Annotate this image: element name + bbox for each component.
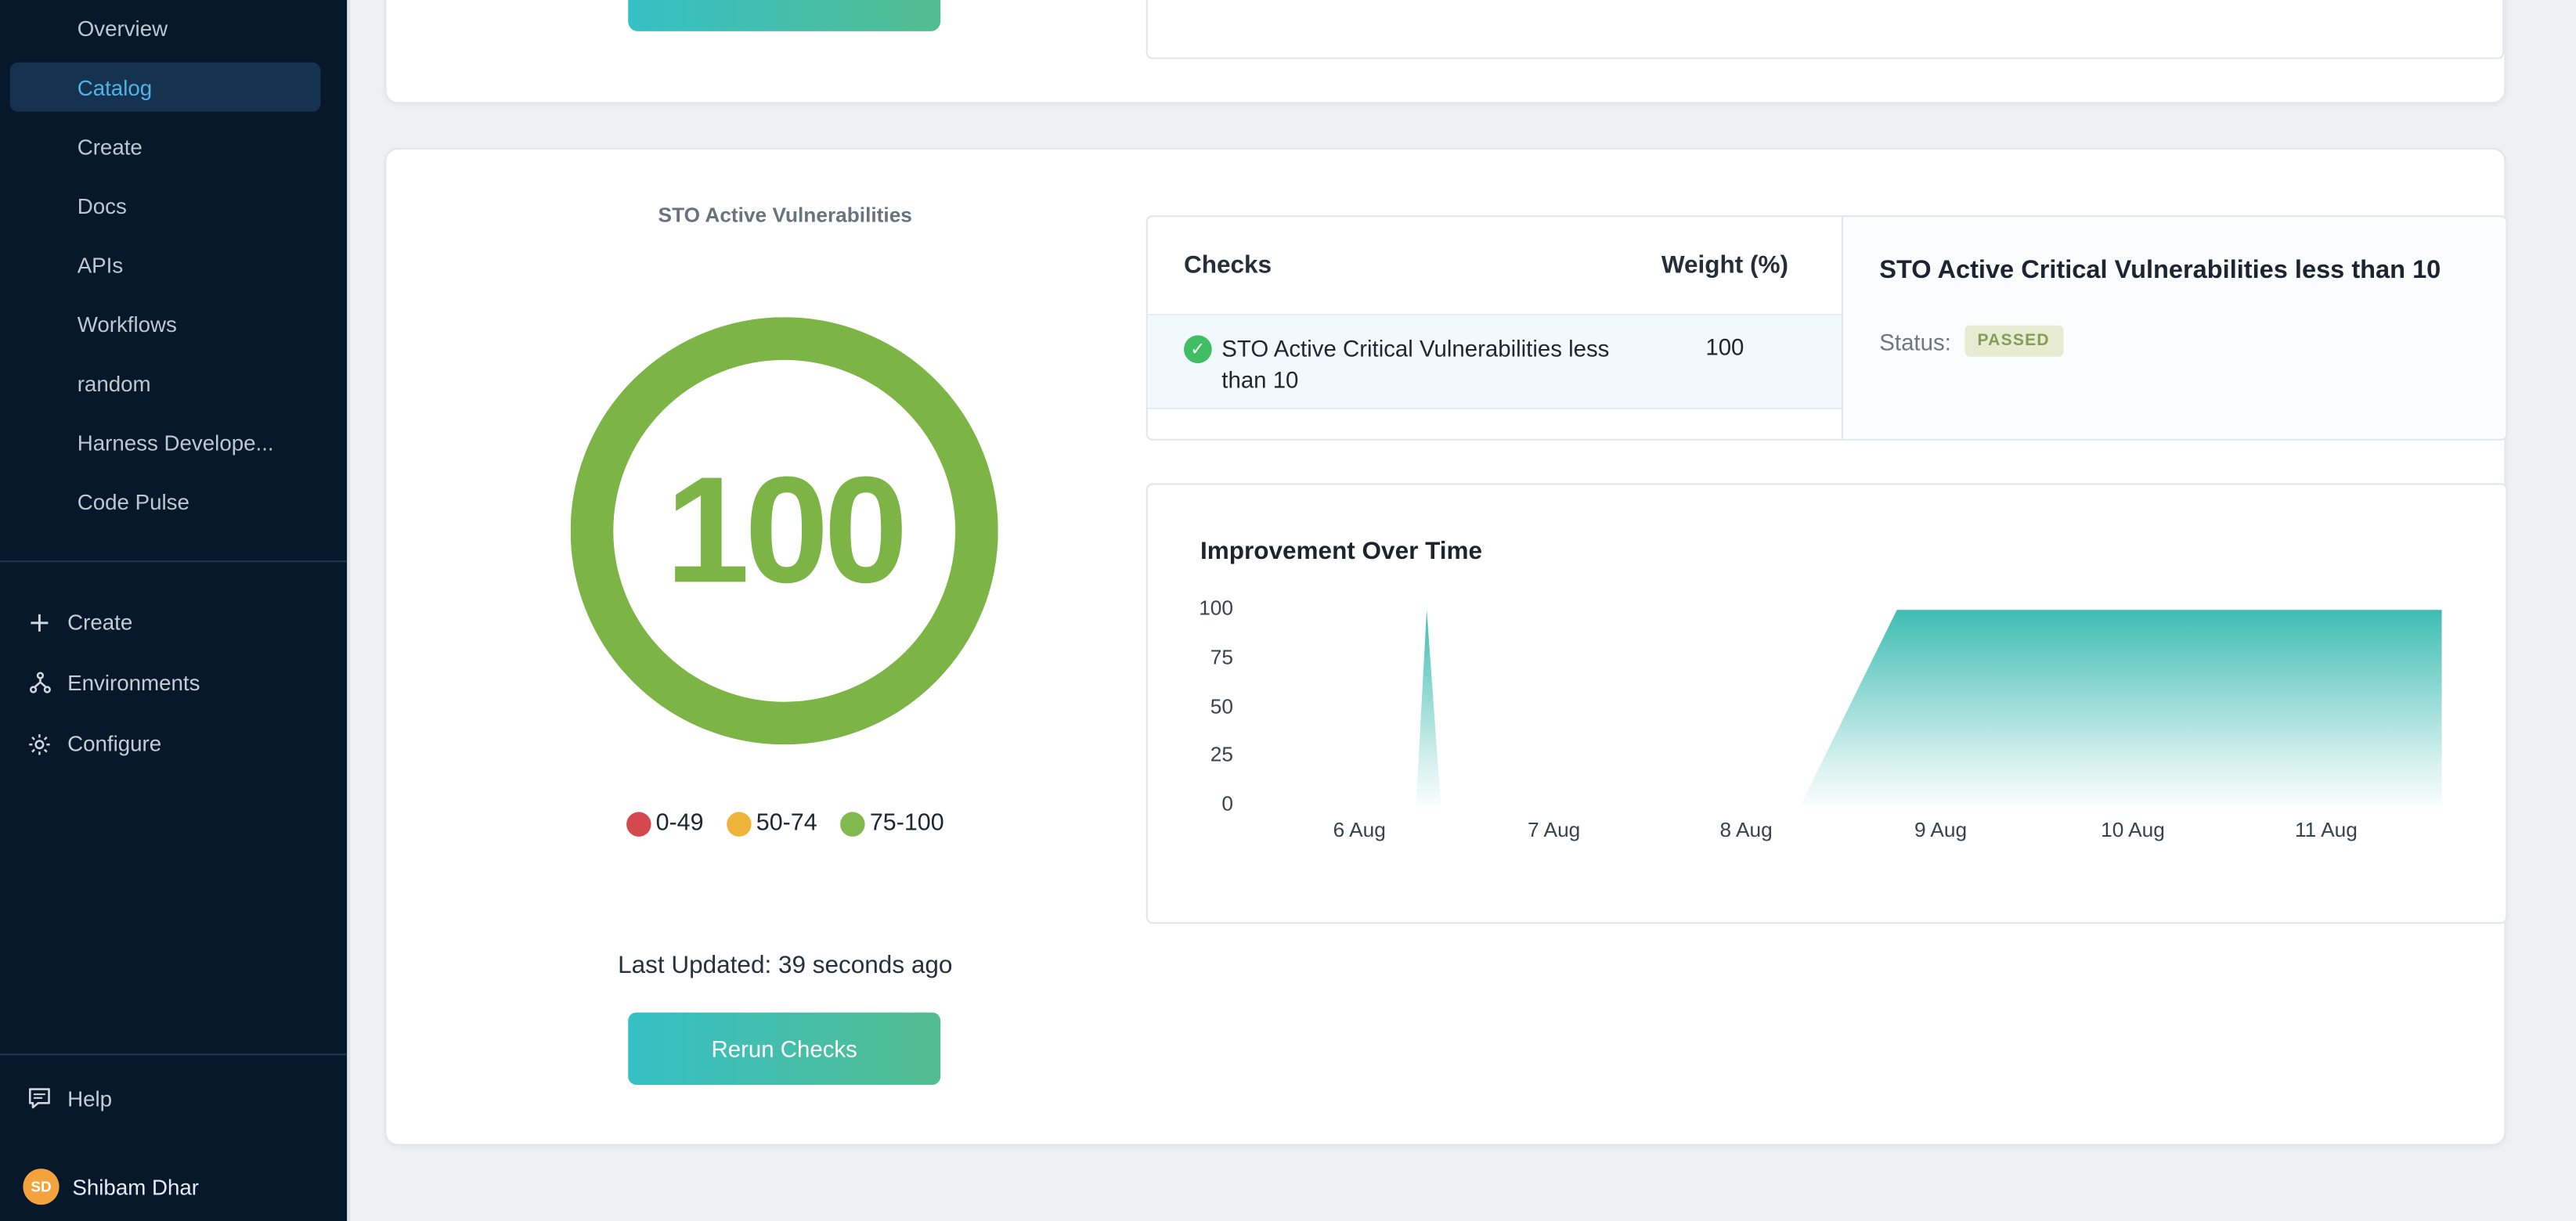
help-label: Help: [67, 1086, 113, 1111]
sidebar-item-create[interactable]: Create: [10, 121, 321, 171]
checks-table-header: Checks Weight (%): [1147, 217, 1842, 316]
sidebar-item-label: Create: [77, 134, 143, 159]
checks-table: Checks Weight (%) ✓ STO Active Critical V…: [1147, 217, 1842, 438]
score-gauge: 100: [570, 317, 998, 745]
sidebar-item-label: Workflows: [77, 311, 177, 337]
rerun-checks-button[interactable]: Rerun Checks: [628, 1012, 941, 1085]
sidebar-item-label: Configure: [67, 731, 162, 756]
sidebar-item-configure[interactable]: Configure: [0, 713, 347, 774]
sidebar-item-environments[interactable]: Environments: [0, 653, 347, 714]
x-axis-label: 11 Aug: [2294, 818, 2358, 842]
help-button[interactable]: Help: [0, 1072, 347, 1124]
sidebar-item-label: Create: [67, 610, 133, 635]
sidebar-nav: Overview Catalog Create Docs APIs Workflows ra…: [0, 0, 347, 526]
x-axis-label: 9 Aug: [1914, 818, 1968, 842]
check-weight: 100: [1705, 333, 1744, 360]
x-axis-label: 7 Aug: [1528, 818, 1581, 842]
status-label: Status:: [1879, 327, 1951, 355]
legend-item: 75-100: [840, 810, 944, 837]
legend-label: 0-49: [655, 810, 704, 837]
sidebar-item-overview[interactable]: Overview: [10, 3, 321, 52]
chart-title: Improvement Over Time: [1200, 537, 1483, 566]
user-menu[interactable]: SD Shibam Dhar: [0, 1161, 347, 1213]
rerun-checks-button-partial[interactable]: [628, 0, 941, 31]
check-detail-title: STO Active Critical Vulnerabilities less…: [1879, 256, 2441, 285]
sidebar-item-catalog[interactable]: Catalog: [9, 62, 321, 112]
sidebar-item-harness-develope[interactable]: Harness Develope...: [10, 417, 321, 466]
checks-panel: Checks Weight (%) ✓ STO Active Critical V…: [1145, 215, 2508, 441]
scorecard-card: STO Active Vulnerabilities 100 0-49 50-74…: [384, 147, 2508, 1146]
sidebar-item-label: Docs: [77, 193, 127, 218]
score-legend: 0-49 50-74 75-100: [386, 810, 1183, 837]
status-row: Status: PASSED: [1879, 325, 2470, 357]
sidebar-item-code-pulse[interactable]: Code Pulse: [10, 477, 321, 526]
x-axis-label: 8 Aug: [1719, 818, 1773, 842]
y-axis-label: 50: [1210, 694, 1233, 718]
scorecard-title: STO Active Vulnerabilities: [658, 204, 912, 227]
sidebar-secondary-nav: Create Environments Configure: [0, 592, 347, 774]
check-name: STO Active Critical Vulnerabilities less…: [1221, 335, 1610, 393]
sidebar-item-label: Overview: [77, 15, 168, 41]
sidebar-item-label: Catalog: [77, 74, 153, 100]
check-passed-icon: ✓: [1183, 335, 1212, 364]
sidebar-item-random[interactable]: random: [10, 358, 321, 408]
sidebar-item-label: random: [77, 370, 151, 396]
environments-icon: [24, 668, 54, 698]
check-detail-panel: STO Active Critical Vulnerabilities less…: [1842, 217, 2506, 439]
checks-table-body: ✓ STO Active Critical Vulnerabilities les…: [1147, 315, 1842, 409]
x-axis-label: 10 Aug: [2101, 818, 2165, 842]
legend-dot: [626, 811, 651, 836]
y-axis-label: 25: [1210, 743, 1233, 767]
avatar: SD: [23, 1169, 60, 1205]
sidebar-item-create[interactable]: Create: [0, 592, 347, 653]
sidebar-divider: [0, 1054, 348, 1056]
previous-checks-panel: [1145, 0, 2505, 59]
legend-dot: [726, 811, 752, 836]
area-series: [1262, 610, 2442, 805]
chat-bubble-icon: [24, 1083, 54, 1113]
sidebar-item-label: Harness Develope...: [77, 430, 274, 455]
gear-icon: [24, 729, 54, 758]
score-ring: [570, 317, 998, 745]
sidebar-divider: [0, 560, 348, 563]
legend-dot: [840, 811, 865, 836]
y-axis-label: 75: [1210, 645, 1233, 669]
x-axis-label: 6 Aug: [1333, 818, 1386, 842]
legend-label: 50-74: [756, 810, 817, 837]
user-name: Shibam Dhar: [72, 1174, 200, 1199]
status-badge: PASSED: [1964, 325, 2063, 357]
previous-scorecard-card: [384, 0, 2506, 104]
main-content: STO Active Vulnerabilities 100 0-49 50-74…: [347, 0, 2576, 1221]
legend-item: 50-74: [726, 810, 817, 837]
sidebar-item-label: Environments: [67, 670, 200, 696]
y-axis-label: 0: [1221, 792, 1233, 816]
score-value: 100: [665, 446, 908, 614]
improvement-area-chart: [1262, 610, 2442, 805]
improvement-chart-card: Improvement Over Time 100 75 50 25 0 6 Aug 7 …: [1145, 483, 2508, 924]
sidebar-item-apis[interactable]: APIs: [10, 240, 321, 290]
plus-icon: [24, 607, 54, 637]
last-updated: Last Updated: 39 seconds ago: [618, 951, 953, 980]
sidebar-item-workflows[interactable]: Workflows: [10, 299, 321, 348]
check-row[interactable]: ✓ STO Active Critical Vulnerabilities les…: [1147, 315, 1842, 409]
legend-label: 75-100: [869, 810, 944, 837]
legend-item: 0-49: [626, 810, 704, 837]
sidebar-item-label: Code Pulse: [77, 488, 189, 514]
y-axis-label: 100: [1199, 596, 1233, 620]
weight-column-header: Weight (%): [1661, 251, 1788, 279]
sidebar-item-label: APIs: [77, 252, 124, 277]
sidebar: Overview Catalog Create Docs APIs Workflows ra…: [0, 0, 348, 1221]
sidebar-item-docs[interactable]: Docs: [10, 181, 321, 230]
checks-column-header: Checks: [1183, 251, 1272, 279]
